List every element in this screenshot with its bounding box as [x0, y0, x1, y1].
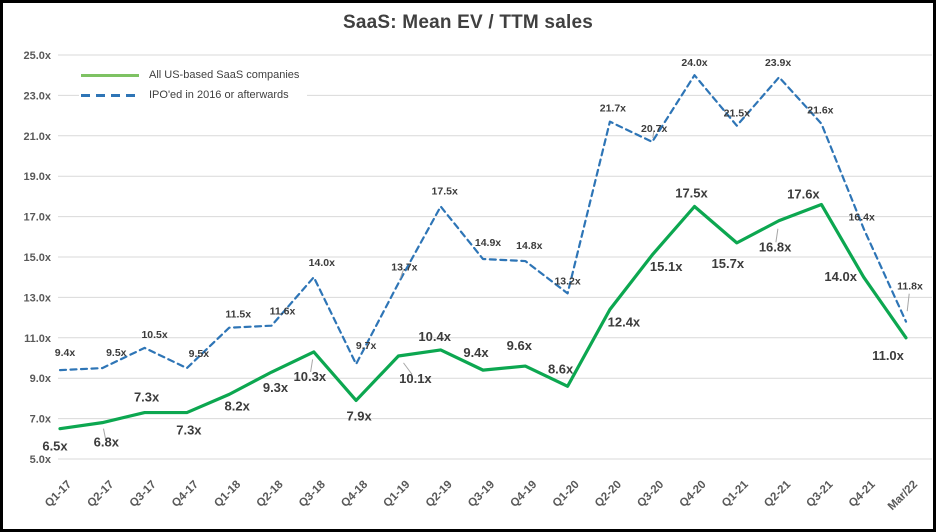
data-label-ipo-2016: 9.7x [356, 340, 377, 352]
y-axis-tick-label: 9.0x [30, 373, 52, 385]
x-axis-category-label: Q1-19 [381, 479, 412, 510]
x-axis-category-label: Q3-18 [297, 478, 329, 510]
data-label-ipo-2016: 14.9x [475, 237, 501, 249]
data-label-all-us-saas: 7.3x [134, 390, 160, 405]
data-label-all-us-saas: 7.3x [176, 423, 202, 438]
series-line-all-us-saas [58, 202, 908, 431]
x-axis-category-label: Q4-19 [508, 479, 539, 510]
data-label-all-us-saas: 17.6x [787, 186, 820, 201]
y-axis-tick-label: 23.0x [23, 90, 51, 102]
y-axis-tick-label: 25.0x [23, 50, 51, 62]
data-label-all-us-saas: 16.8x [759, 240, 792, 255]
data-label-ipo-2016: 11.5x [225, 309, 251, 321]
data-label-ipo-2016: 10.5x [141, 329, 167, 341]
x-axis-category-label: Q2-21 [762, 478, 794, 510]
data-label-all-us-saas: 8.6x [548, 361, 574, 376]
label-leader-line [906, 293, 910, 312]
data-label-ipo-2016: 16.4x [849, 212, 875, 224]
data-label-all-us-saas: 6.8x [94, 435, 120, 450]
label-leader-line [399, 270, 404, 279]
data-label-ipo-2016: 20.7x [641, 123, 667, 135]
y-axis-tick-label: 11.0x [24, 333, 52, 345]
x-axis-category-label: Q1-18 [212, 478, 244, 510]
legend-label-ipo-2016: IPO'ed in 2016 or afterwards [149, 89, 289, 101]
data-label-all-us-saas: 10.3x [294, 369, 327, 384]
data-label-ipo-2016: 14.8x [516, 240, 542, 252]
data-label-ipo-2016: 21.7x [600, 103, 626, 115]
data-label-ipo-2016: 9.5x [189, 348, 210, 360]
y-axis-tick-label: 17.0x [23, 212, 51, 224]
data-label-all-us-saas: 15.7x [712, 256, 745, 271]
data-label-all-us-saas: 7.9x [346, 408, 372, 423]
x-axis-category-label: Q3-21 [804, 478, 836, 510]
data-label-ipo-2016: 14.0x [309, 257, 335, 269]
x-axis-category-label: Q4-20 [678, 479, 709, 510]
data-label-all-us-saas: 10.1x [399, 371, 432, 386]
data-label-ipo-2016: 23.9x [765, 57, 791, 69]
legend-label-all-us-saas: All US-based SaaS companies [149, 69, 300, 81]
data-label-ipo-2016: 13.2x [554, 275, 580, 287]
y-axis-tick-label: 5.0x [30, 454, 52, 466]
data-label-all-us-saas: 11.0x [872, 348, 905, 363]
x-axis-category-label: Q4-21 [847, 478, 879, 510]
x-axis-category-label: Mar/22 [886, 479, 920, 513]
data-label-all-us-saas: 15.1x [650, 259, 683, 274]
legend-item-ipo-2016: IPO'ed in 2016 or afterwards [81, 87, 299, 103]
x-axis-category-label: Q2-18 [255, 478, 287, 510]
x-axis-category-label: Q3-17 [128, 479, 159, 510]
data-label-ipo-2016: 21.6x [807, 105, 833, 117]
data-label-all-us-saas: 12.4x [608, 315, 641, 330]
label-leader-line [775, 228, 779, 243]
x-axis-category-label: Q4-17 [170, 479, 201, 510]
blue-dashed-line-icon [81, 93, 139, 97]
data-label-all-us-saas: 17.5x [675, 186, 708, 201]
x-axis-category-label: Q2-17 [85, 479, 116, 510]
x-axis-category-label: Q4-18 [339, 478, 371, 510]
series-line-ipo-2016 [58, 74, 908, 372]
data-label-ipo-2016: 11.6x [270, 306, 296, 318]
x-axis-category-label: Q1-21 [720, 478, 752, 510]
y-axis-tick-label: 15.0x [23, 252, 51, 264]
legend: All US-based SaaS companies IPO'ed in 20… [79, 65, 308, 106]
data-label-ipo-2016: 9.5x [106, 347, 127, 359]
x-axis-category-label: Q3-19 [466, 479, 497, 510]
data-label-ipo-2016: 17.5x [432, 186, 458, 198]
y-axis-tick-label: 19.0x [23, 171, 51, 183]
y-axis-tick-label: 7.0x [30, 414, 52, 426]
data-label-all-us-saas: 14.0x [824, 269, 857, 284]
data-label-all-us-saas: 9.6x [507, 338, 533, 353]
data-label-all-us-saas: 6.5x [42, 439, 68, 454]
label-leader-line [652, 131, 655, 139]
y-axis-tick-label: 13.0x [23, 292, 51, 304]
label-leader-line [403, 362, 413, 375]
data-label-all-us-saas: 8.2x [225, 398, 251, 413]
data-label-ipo-2016: 24.0x [681, 57, 707, 69]
legend-item-all-us-saas: All US-based SaaS companies [81, 67, 299, 83]
chart-title: SaaS: Mean EV / TTM sales [343, 12, 593, 33]
x-axis-category-label: Q3-20 [635, 479, 666, 510]
data-label-ipo-2016: 9.4x [55, 347, 76, 359]
x-axis-category-label: Q1-17 [43, 479, 74, 510]
data-label-ipo-2016: 21.5x [724, 108, 750, 120]
x-axis-category-label: Q1-20 [551, 479, 582, 510]
y-axis-tick-label: 21.0x [23, 131, 51, 143]
label-leader-line [103, 428, 106, 439]
green-solid-line-icon [81, 73, 139, 77]
data-label-all-us-saas: 10.4x [418, 329, 451, 344]
label-leader-line [310, 359, 314, 373]
x-axis-category-label: Q2-19 [424, 479, 455, 510]
data-label-all-us-saas: 9.4x [463, 345, 489, 360]
data-label-all-us-saas: 9.3x [263, 380, 289, 395]
x-axis-category-label: Q2-20 [593, 479, 624, 510]
data-label-ipo-2016: 13.7x [391, 261, 417, 273]
data-label-ipo-2016: 11.8x [897, 281, 923, 293]
chart-plot-area: 5.0x 7.0x 9.0x 11.0x 13.0x 15.0x 17.0x 19.0x 21.… [23, 50, 932, 513]
